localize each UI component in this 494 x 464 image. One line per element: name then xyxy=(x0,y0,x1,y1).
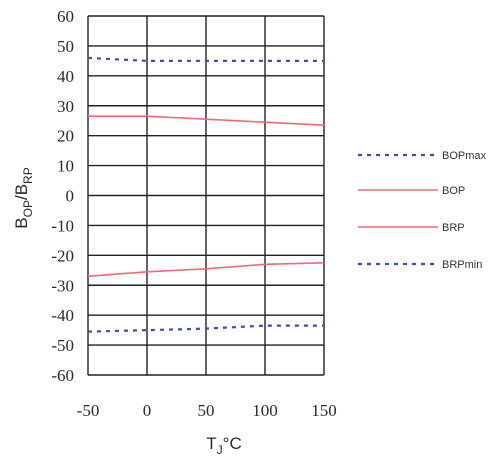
y-tick-label: -30 xyxy=(51,276,74,295)
series-lines xyxy=(87,56,325,333)
legend-label-bopmax: BOPmax xyxy=(442,150,487,162)
series-line-brp xyxy=(87,262,325,278)
y-tick-label: -20 xyxy=(51,246,74,265)
y-tick-label: -60 xyxy=(51,366,74,385)
legend-label-bop: BOP xyxy=(442,185,465,197)
y-tick-label: 50 xyxy=(57,37,74,56)
y-tick-label: 40 xyxy=(57,67,74,86)
plot-grid xyxy=(87,15,325,376)
legend-label-brp: BRP xyxy=(442,222,465,234)
y-tick-label: 20 xyxy=(57,127,74,146)
y-tick-label: -10 xyxy=(51,216,74,235)
y-tick-label: -50 xyxy=(51,336,74,355)
series-line-bopmax xyxy=(87,56,324,62)
series-line-bop xyxy=(88,115,325,126)
y-axis-title: BOP/BRP xyxy=(12,167,35,228)
y-tick-label: 0 xyxy=(66,187,75,206)
x-tick-label: 150 xyxy=(311,401,337,420)
y-tick-label: -40 xyxy=(51,306,74,325)
series-line-brpmin xyxy=(87,324,324,333)
x-tick-label: 50 xyxy=(198,401,215,420)
x-tick-label: -50 xyxy=(77,401,100,420)
x-tick-label: 100 xyxy=(252,401,278,420)
legend: BOPmax BOP BRP BRPmin xyxy=(358,150,487,271)
y-tick-label: 10 xyxy=(57,157,74,176)
y-tick-label: 60 xyxy=(57,7,74,26)
legend-label-brpmin: BRPmin xyxy=(442,259,482,271)
y-tick-label: 30 xyxy=(57,97,74,116)
x-axis-title: TJ°C xyxy=(206,434,241,457)
x-tick-label: 0 xyxy=(143,401,152,420)
